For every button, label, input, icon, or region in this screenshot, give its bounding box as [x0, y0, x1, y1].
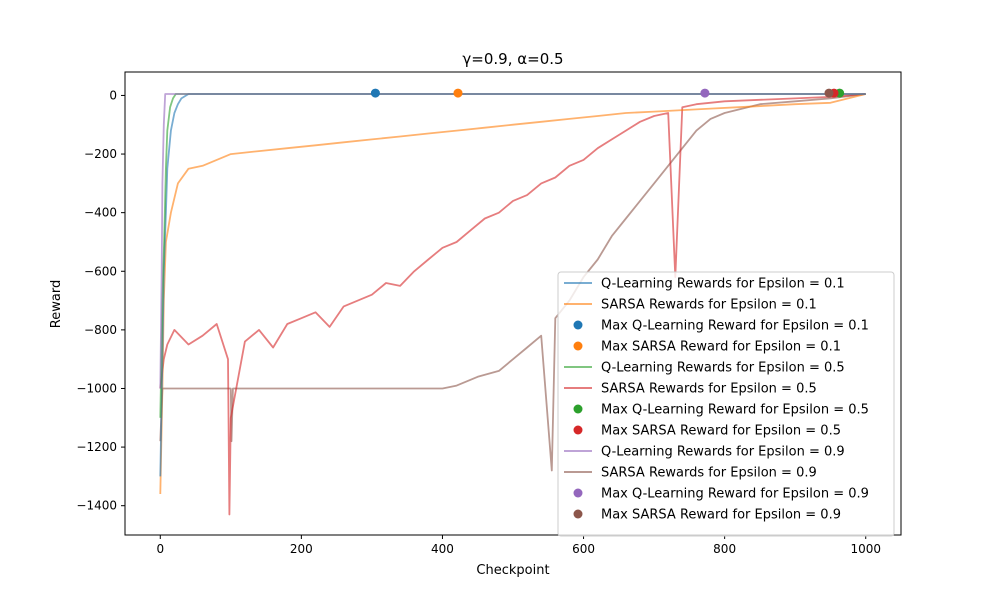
legend-swatch-marker — [573, 341, 583, 351]
legend-label: SARSA Rewards for Epsilon = 0.5 — [601, 382, 817, 397]
series-line-sarsa-rewards-for-epsilon-0-1 — [159, 93, 866, 495]
plot-area-frame — [124, 71, 902, 536]
chart-title: γ=0.9, α=0.5 — [462, 50, 563, 68]
series-line-sarsa-rewards-for-epsilon-0-5 — [159, 93, 866, 516]
legend-swatch-marker — [573, 320, 583, 330]
y-axis: 0 −200 −400 −600 −800 −1000 −1200 −1400 — [76, 88, 125, 513]
legend-swatch-marker — [573, 425, 583, 435]
legend-label: SARSA Rewards for Epsilon = 0.9 — [601, 466, 817, 481]
y-axis-label: Reward — [49, 280, 64, 328]
max-marker-max-q-learning-reward-for-epsilon-0-9 — [700, 88, 710, 98]
legend-label: Q-Learning Rewards for Epsilon = 0.1 — [601, 277, 845, 292]
x-tick-label: 800 — [713, 542, 736, 556]
x-axis: 0 200 400 600 800 1000 — [156, 535, 881, 556]
legend-swatch-marker — [573, 488, 583, 498]
series-line-q-learning-rewards-for-epsilon-0-9 — [159, 93, 866, 389]
x-tick-label: 600 — [572, 542, 595, 556]
y-tick-label: 0 — [109, 88, 117, 102]
y-tick-label: −200 — [84, 147, 117, 161]
series-line-q-learning-rewards-for-epsilon-0-5 — [159, 93, 866, 418]
legend-label: Max Q-Learning Reward for Epsilon = 0.5 — [601, 403, 869, 418]
legend-label: Max SARSA Reward for Epsilon = 0.9 — [601, 508, 841, 523]
legend-label: SARSA Rewards for Epsilon = 0.1 — [601, 298, 817, 313]
max-marker-max-sarsa-reward-for-epsilon-0-1 — [453, 88, 463, 98]
y-tick-label: −800 — [84, 323, 117, 337]
max-marker-max-q-learning-reward-for-epsilon-0-1 — [370, 88, 380, 98]
x-tick-label: 0 — [156, 542, 164, 556]
legend-label: Max Q-Learning Reward for Epsilon = 0.1 — [601, 319, 869, 334]
legend-label: Max Q-Learning Reward for Epsilon = 0.9 — [601, 487, 869, 502]
legend-label: Max SARSA Reward for Epsilon = 0.5 — [601, 424, 841, 439]
legend-label: Q-Learning Rewards for Epsilon = 0.9 — [601, 445, 845, 460]
legend-label: Max SARSA Reward for Epsilon = 0.1 — [601, 340, 841, 355]
x-tick-label: 200 — [290, 542, 313, 556]
max-marker-max-sarsa-reward-for-epsilon-0-9 — [824, 88, 834, 98]
legend-label: Q-Learning Rewards for Epsilon = 0.5 — [601, 361, 845, 376]
y-tick-label: −400 — [84, 206, 117, 220]
legend: Q-Learning Rewards for Epsilon = 0.1 SARS… — [557, 271, 895, 537]
legend-swatch-marker — [573, 509, 583, 519]
x-tick-label: 400 — [431, 542, 454, 556]
y-tick-label: −600 — [84, 264, 117, 278]
x-axis-label: Checkpoint — [476, 563, 549, 578]
y-tick-label: −1000 — [76, 381, 117, 395]
legend-box — [557, 271, 895, 537]
y-tick-label: −1200 — [76, 440, 117, 454]
series-layer — [159, 93, 866, 516]
max-marker-layer — [370, 88, 845, 98]
legend-swatch-marker — [573, 404, 583, 414]
series-line-q-learning-rewards-for-epsilon-0-1 — [159, 93, 866, 477]
x-tick-label: 1000 — [850, 542, 881, 556]
y-tick-label: −1400 — [76, 499, 117, 513]
